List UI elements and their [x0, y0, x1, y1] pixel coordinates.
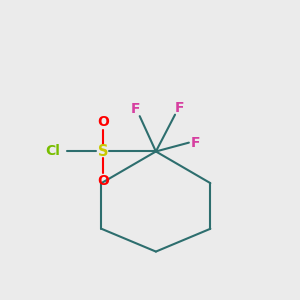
Text: F: F — [191, 136, 200, 150]
Text: F: F — [130, 102, 140, 116]
Text: S: S — [98, 144, 108, 159]
Text: O: O — [97, 115, 109, 129]
Text: O: O — [97, 174, 109, 188]
Text: F: F — [175, 101, 184, 115]
Text: Cl: Cl — [45, 145, 60, 158]
